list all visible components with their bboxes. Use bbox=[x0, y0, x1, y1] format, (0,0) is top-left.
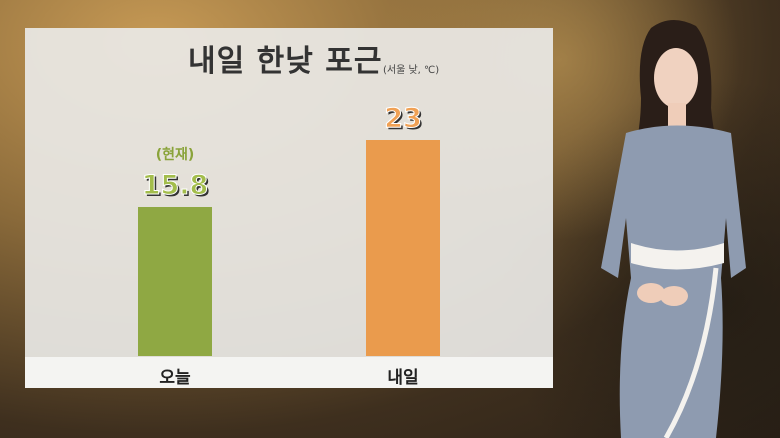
presenter bbox=[601, 19, 746, 438]
bar-1 bbox=[138, 207, 212, 356]
category-strip bbox=[25, 357, 553, 388]
category-label: 내일 bbox=[387, 368, 419, 388]
value-label: 15.8 bbox=[141, 170, 209, 202]
annotation-label: (현재) bbox=[155, 147, 195, 164]
category-label: 오늘 bbox=[159, 368, 191, 388]
chart-subtitle: (서울 낮, ℃) bbox=[383, 65, 440, 76]
chart-panel bbox=[25, 28, 553, 388]
bar-2 bbox=[366, 139, 440, 356]
value-label: 23 bbox=[384, 102, 423, 134]
chart-title: 내일 한낮 포근 bbox=[188, 44, 383, 79]
